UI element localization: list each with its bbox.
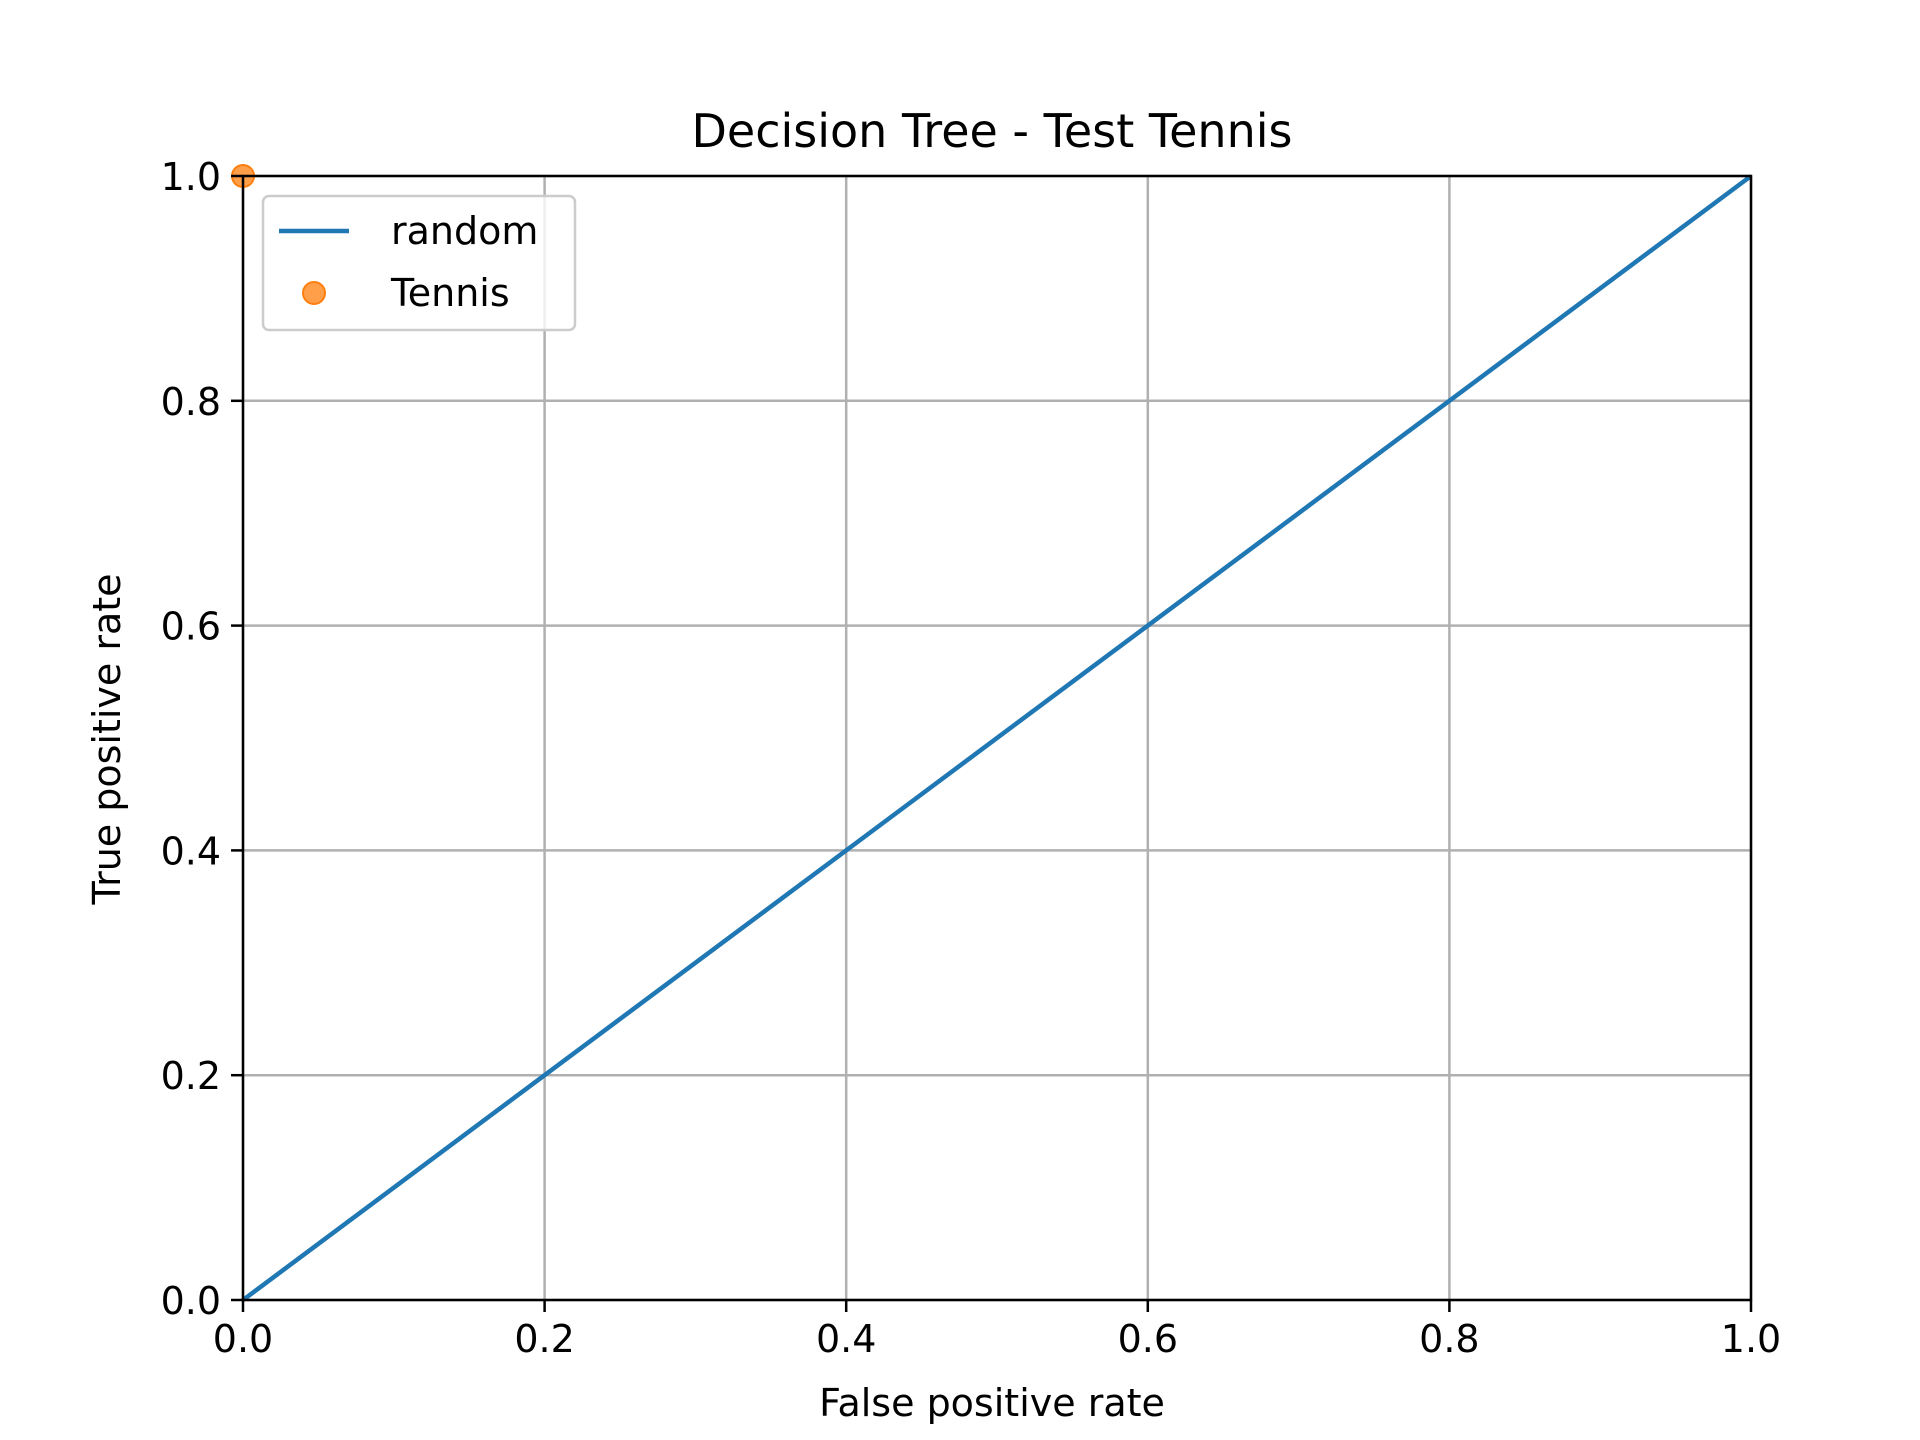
y-tick-label: 1.0: [161, 155, 221, 199]
chart-title: Decision Tree - Test Tennis: [692, 104, 1293, 158]
y-tick-label: 0.2: [161, 1054, 221, 1098]
legend-label: random: [391, 209, 538, 253]
series-random-line: [241, 174, 1753, 1302]
legend-marker-icon: [302, 281, 326, 305]
y-tick-label: 0.0: [161, 1279, 221, 1323]
series-layer: [231, 164, 1753, 1302]
y-axis-label: True positive rate: [85, 573, 129, 905]
ticks: 0.0 0.2 0.4 0.6 0.8 1.0 0.0 0.2 0.4 0.6 0.8 1.0: [161, 155, 1782, 1361]
y-tick-label: 0.6: [161, 605, 221, 649]
x-tick-label: 0.0: [213, 1317, 273, 1361]
y-tick-label: 0.4: [161, 829, 221, 873]
x-tick-label: 0.8: [1419, 1317, 1479, 1361]
y-tick-label: 0.8: [161, 380, 221, 424]
x-axis-label: False positive rate: [819, 1381, 1165, 1425]
legend-label: Tennis: [390, 271, 510, 315]
legend: random Tennis: [261, 194, 577, 332]
x-tick-label: 1.0: [1721, 1317, 1781, 1361]
x-tick-label: 0.4: [816, 1317, 876, 1361]
axes-frame: [241, 174, 1753, 1302]
x-tick-label: 0.6: [1118, 1317, 1178, 1361]
x-tick-label: 0.2: [514, 1317, 574, 1361]
